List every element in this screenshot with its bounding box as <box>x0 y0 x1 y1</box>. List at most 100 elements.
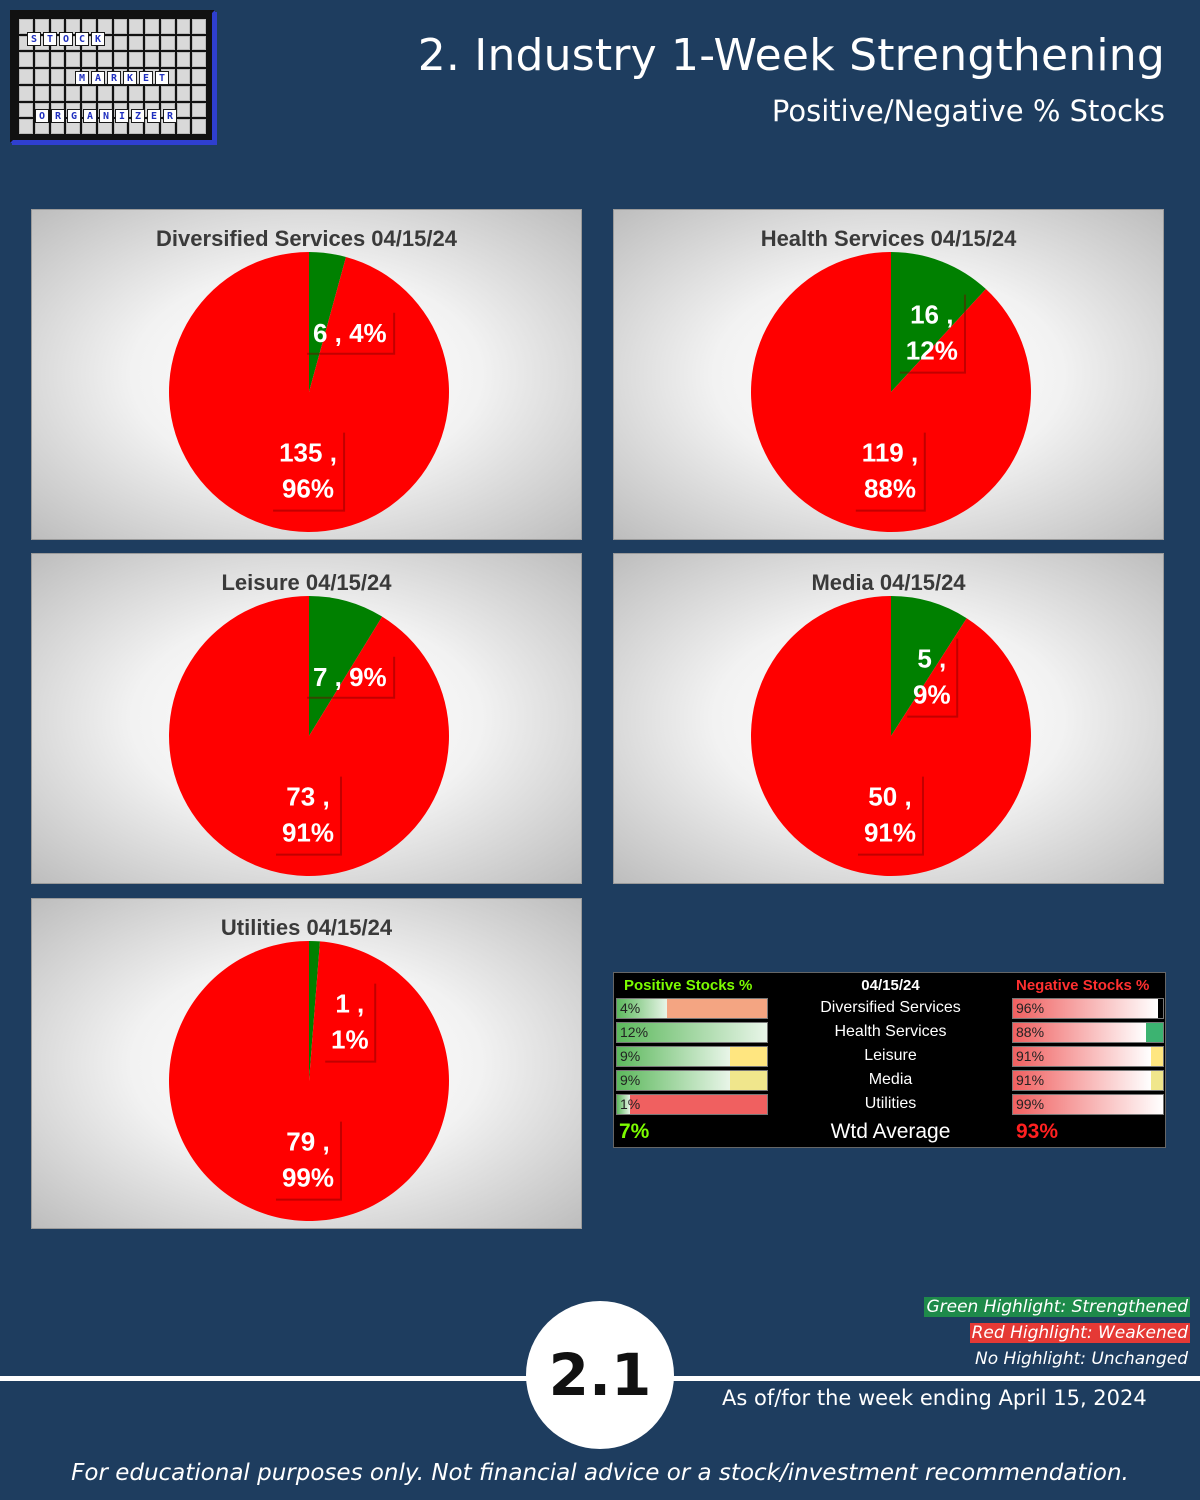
logo-cell <box>192 52 206 68</box>
pie-label-line: 50 , <box>868 781 912 812</box>
pie-panel-diversified-services: Diversified Services 04/15/24 6 , 4% 135 … <box>31 209 582 540</box>
pie-label-line: 6 , 4% <box>312 317 387 348</box>
summary-row: 9% Leisure 91% <box>614 1045 1165 1069</box>
logo-cell <box>66 85 80 101</box>
pie-slice-positive <box>309 941 320 1081</box>
negative-value: 99% <box>1016 1096 1045 1112</box>
logo-letter: N <box>99 109 113 123</box>
logo-cell <box>192 69 206 84</box>
logo-cell <box>97 52 112 68</box>
logo-cell <box>145 85 159 101</box>
logo-letter: G <box>67 109 81 123</box>
positive-value: 9% <box>620 1072 641 1088</box>
pie-title: Utilities 04/15/24 <box>220 915 393 940</box>
pie-label-positive: 1 , 1% <box>325 983 377 1063</box>
divider-right <box>670 1376 1200 1381</box>
logo-cell <box>50 69 65 84</box>
disclaimer: For educational purposes only. Not finan… <box>71 1460 1129 1486</box>
negative-bar <box>1013 1095 1163 1114</box>
logo-cell <box>34 69 49 84</box>
logo-letter: A <box>91 71 105 85</box>
logo-letter: R <box>163 109 177 123</box>
logo-cell <box>50 19 65 34</box>
logo-cell <box>145 52 159 68</box>
pie-slice-negative <box>751 252 1031 532</box>
positive-bar <box>617 1095 630 1114</box>
pie-slice-positive <box>891 596 967 736</box>
logo-letter: I <box>115 109 129 123</box>
legend-none: No Highlight: Unchanged <box>975 1349 1188 1369</box>
pie-label-positive: 6 , 4% <box>306 312 395 356</box>
logo-cell <box>176 85 191 101</box>
industry-name: Diversified Services <box>820 999 961 1016</box>
logo-cell <box>113 19 128 34</box>
pie-slice-positive <box>309 596 383 736</box>
logo-cell <box>82 52 96 68</box>
pie-panel-utilities: Utilities 04/15/24 1 , 1% 79 , 99% <box>31 898 582 1229</box>
pie-label-line: 135 , <box>279 437 337 468</box>
pie-label-negative: 50 , 91% <box>857 776 925 856</box>
logo-letter: T <box>155 71 169 85</box>
pie-chart <box>751 596 1031 876</box>
industry-name: Utilities <box>864 1095 917 1112</box>
pie-slice-positive <box>309 252 346 392</box>
pie-label-line: 5 , <box>917 643 947 674</box>
positive-value: 4% <box>620 1000 641 1016</box>
logo-cell <box>176 19 191 34</box>
logo-letter: T <box>43 32 57 46</box>
logo-cell <box>160 52 175 68</box>
logo-letter: O <box>35 109 49 123</box>
negative-bar <box>1013 1071 1151 1090</box>
logo-cell <box>176 35 191 51</box>
avg-label: Wtd Average <box>830 1120 951 1143</box>
negative-cell: 96% <box>1012 998 1164 1019</box>
positive-bar <box>617 1023 767 1042</box>
pie-slice-negative <box>169 596 450 876</box>
logo-cell <box>34 19 49 34</box>
negative-value: 96% <box>1016 1000 1045 1016</box>
negative-header: Negative Stocks % <box>1016 977 1150 994</box>
logo-cell <box>113 52 128 68</box>
logo-cell <box>50 52 65 68</box>
logo-cell <box>129 85 143 101</box>
logo-cell <box>192 119 206 134</box>
logo-cell <box>66 52 80 68</box>
logo-letter: E <box>147 109 161 123</box>
pie-slice-negative <box>169 252 450 532</box>
pie-label-negative: 135 , 96% <box>273 432 345 512</box>
pie-label-line: 12% <box>905 336 958 366</box>
pie-label-line: 79 , <box>286 1126 330 1157</box>
logo-cell <box>19 19 33 34</box>
pie-label-line: 88% <box>863 474 917 504</box>
positive-cell: 12% <box>616 1022 768 1043</box>
logo-letter: Z <box>131 109 145 123</box>
logo-cell <box>145 35 159 51</box>
industry-name: Health Services <box>834 1023 947 1040</box>
positive-value: 1% <box>620 1096 641 1112</box>
logo-cell <box>34 85 49 101</box>
pie-label-negative: 79 , 99% <box>275 1121 343 1201</box>
logo-cell <box>19 85 33 101</box>
legend-green: Green Highlight: Strengthened <box>924 1297 1190 1317</box>
positive-cell: 4% <box>616 998 768 1019</box>
legend-red: Red Highlight: Weakened <box>969 1323 1190 1343</box>
positive-value: 12% <box>620 1024 649 1040</box>
logo-cell <box>34 52 49 68</box>
pie-panel-media: Media 04/15/24 5 , 9% 50 , 91% <box>613 553 1164 884</box>
logo-cell <box>176 102 191 118</box>
pie-label-line: 119 , <box>861 437 919 468</box>
negative-bar <box>1013 999 1159 1018</box>
negative-bar <box>1013 1023 1147 1042</box>
logo-letter: A <box>83 109 97 123</box>
pie-slice-negative <box>751 596 1031 876</box>
divider-left <box>0 1376 530 1381</box>
pie-title: Leisure 04/15/24 <box>221 570 392 595</box>
negative-value: 88% <box>1016 1024 1045 1040</box>
negative-value: 91% <box>1016 1072 1045 1088</box>
logo-letter: S <box>27 32 41 46</box>
pie-slice-positive <box>891 252 986 392</box>
